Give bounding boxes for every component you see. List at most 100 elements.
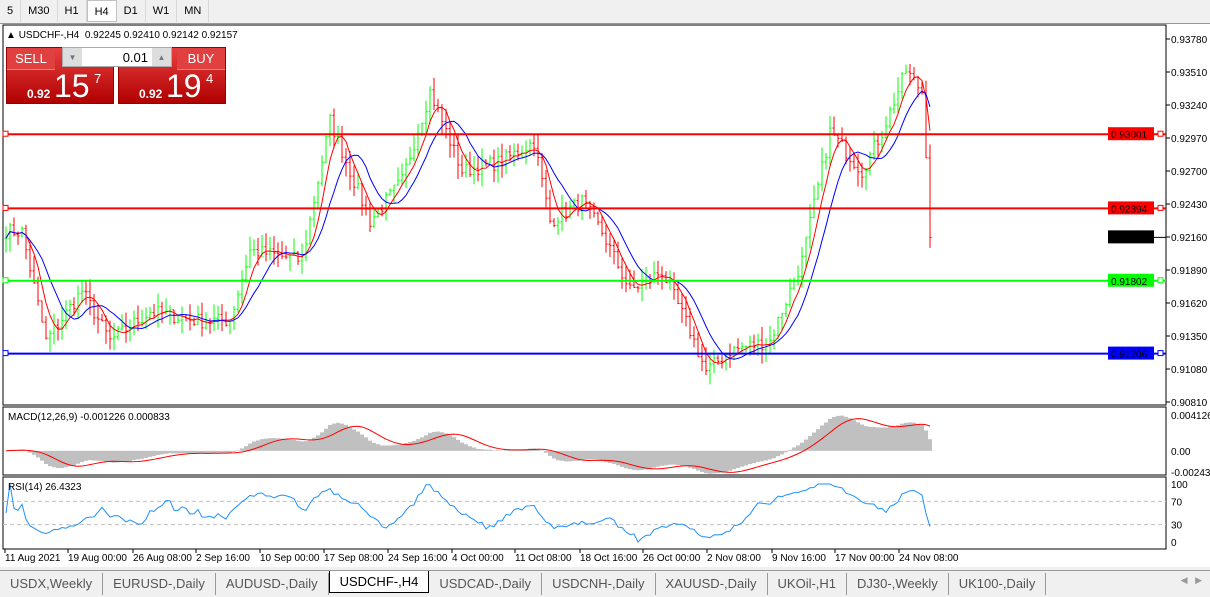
time-axis-label: 2 Nov 08:00 (707, 553, 761, 564)
price-axis-label: 0.91890 (1171, 266, 1208, 277)
chart-tab[interactable]: USDCAD-,Daily (429, 573, 543, 595)
sell-label: SELL (7, 48, 55, 70)
timeframe-5[interactable]: 5 (0, 0, 22, 22)
line-handle (1157, 350, 1164, 357)
chart-tab[interactable]: USDCNH-,Daily (542, 573, 656, 595)
line-handle (1157, 204, 1164, 211)
chart-canvas[interactable]: 0.937800.935100.932400.929700.927000.924… (0, 24, 1210, 568)
chart-tab[interactable]: DJ30-,Weekly (847, 573, 949, 595)
buy-price-big: 19 (166, 68, 202, 104)
price-line-label-bg (1108, 346, 1154, 360)
sell-price-sup: 7 (94, 71, 102, 86)
chart-tab[interactable]: EURUSD-,Daily (103, 573, 216, 595)
chart-tab[interactable]: USDCHF-,H4 (328, 571, 430, 593)
time-axis-label: 11 Aug 2021 (5, 553, 61, 564)
macd-axis-label: 0.004126 (1171, 411, 1210, 422)
price-axis-label: 0.91350 (1171, 332, 1208, 343)
time-axis-label: 24 Sep 16:00 (388, 553, 448, 564)
time-axis-label: 24 Nov 08:00 (899, 553, 959, 564)
sell-price-prefix: 0.92 (27, 87, 51, 101)
price-line-label: 0.93001 (1111, 130, 1148, 141)
macd-axis-label: 0.00 (1171, 447, 1191, 458)
time-axis-label: 26 Oct 00:00 (643, 553, 701, 564)
price-line-label-bg (1108, 201, 1154, 215)
time-axis-label: 17 Nov 00:00 (835, 553, 895, 564)
moving-average-slow (5, 90, 931, 360)
tab-scroll-arrows[interactable]: ◀ ▶ (1180, 575, 1202, 585)
time-axis-label: 17 Sep 08:00 (324, 553, 384, 564)
price-line-label: 0.92394 (1111, 204, 1148, 215)
line-handle (2, 277, 9, 284)
chart-tab[interactable]: XAUUSD-,Daily (656, 573, 768, 595)
time-axis-label: 4 Oct 00:00 (452, 553, 504, 564)
chart-tabs: USDX,Weekly EURUSD-,Daily AUDUSD-,Daily USD… (0, 570, 1210, 595)
line-handle (1157, 130, 1164, 137)
timeframe-h1[interactable]: H1 (58, 0, 87, 22)
buy-price-sup: 4 (206, 71, 214, 86)
rsi-label: RSI(14) 26.4323 (8, 482, 82, 493)
time-axis-label: 9 Nov 16:00 (772, 553, 826, 564)
time-axis-label: 2 Sep 16:00 (196, 553, 250, 564)
chart-tab[interactable]: AUDUSD-,Daily (216, 573, 329, 595)
line-handle (2, 350, 9, 357)
rsi-axis-label: 0 (1171, 538, 1177, 549)
symbol-title: USDCHF-,H4 (18, 30, 80, 41)
timeframe-w1[interactable]: W1 (146, 0, 178, 22)
candles (4, 63, 932, 385)
price-axis-label: 0.91620 (1171, 299, 1208, 310)
increase-lot-icon[interactable]: ▲ (152, 48, 171, 66)
price-line-label: 0.91206 (1111, 350, 1148, 361)
chart-tab[interactable]: UKOil-,H1 (768, 573, 848, 595)
price-line-label-bg (1108, 127, 1154, 141)
chart-window[interactable]: 0.93780 0.93510 0.93240 0.92970 0.92700 0.924… (0, 23, 1210, 567)
rsi-line (5, 483, 931, 543)
timeframe-mn[interactable]: MN (177, 0, 210, 22)
one-click-trading-panel: SELL 0.92 15 7 BUY 0.92 19 4 ▼ 0.01 ▲ (6, 47, 226, 104)
price-axis-label: 0.93510 (1171, 68, 1208, 79)
timeframe-h4[interactable]: H4 (86, 0, 117, 22)
price-axis-label: 0.92160 (1171, 233, 1208, 244)
current-price-bg (1108, 230, 1154, 244)
price-line-label: 0.91802 (1111, 277, 1148, 288)
lot-size-input[interactable]: 0.01 (122, 50, 148, 65)
rsi-axis-label: 100 (1171, 480, 1188, 491)
macd-frame (2, 406, 1167, 476)
sell-button[interactable]: SELL 0.92 15 7 (6, 47, 114, 104)
time-axis-label: 18 Oct 16:00 (580, 553, 638, 564)
line-handle (2, 130, 9, 137)
macd-signal-line (5, 418, 931, 473)
price-axis-label: 0.93240 (1171, 101, 1208, 112)
price-line-label-bg (1108, 273, 1154, 287)
current-price-label: 0.92157 (1111, 233, 1148, 244)
main-chart-frame (2, 24, 1167, 406)
time-axis-label: 19 Aug 00:00 (68, 553, 127, 564)
line-handle (2, 204, 9, 211)
rsi-axis-label: 70 (1171, 497, 1183, 508)
timeframe-d1[interactable]: D1 (117, 0, 146, 22)
chart-header: ▲ USDCHF-,H4 0.92245 0.92410 0.92142 0.9… (6, 30, 238, 41)
timeframe-toolbar: 5 M30 H1 H4 D1 W1 MN (0, 0, 1210, 22)
chart-tab[interactable]: UK100-,Daily (949, 573, 1047, 595)
time-axis-label: 10 Sep 00:00 (260, 553, 320, 564)
macd-axis-label: -0.002436 (1171, 468, 1210, 479)
time-axis-label: 26 Aug 08:00 (133, 553, 192, 564)
time-axis-label: 11 Oct 08:00 (515, 553, 572, 564)
price-axis-label: 0.90810 (1171, 398, 1208, 409)
decrease-lot-icon[interactable]: ▼ (63, 48, 82, 66)
rsi-frame (2, 476, 1167, 550)
price-axis-label: 0.92430 (1171, 200, 1208, 211)
rsi-axis-label: 30 (1171, 521, 1183, 532)
price-axis-label: 0.92700 (1171, 167, 1208, 178)
price-axis-label: 0.93780 (1171, 35, 1208, 46)
chart-tab[interactable]: USDX,Weekly (0, 573, 104, 595)
line-handle (1157, 277, 1164, 284)
lot-size-stepper[interactable]: ▼ 0.01 ▲ (62, 47, 172, 67)
buy-label: BUY (177, 48, 225, 70)
moving-average-fast (5, 76, 931, 364)
buy-price-prefix: 0.92 (139, 87, 163, 101)
ohlc-values: 0.92245 0.92410 0.92142 0.92157 (84, 30, 238, 41)
timeframe-m30[interactable]: M30 (21, 0, 58, 22)
macd-label: MACD(12,26,9) -0.001226 0.000833 (8, 412, 170, 423)
price-axis-label: 0.92970 (1171, 134, 1208, 145)
sell-price-big: 15 (54, 68, 90, 104)
